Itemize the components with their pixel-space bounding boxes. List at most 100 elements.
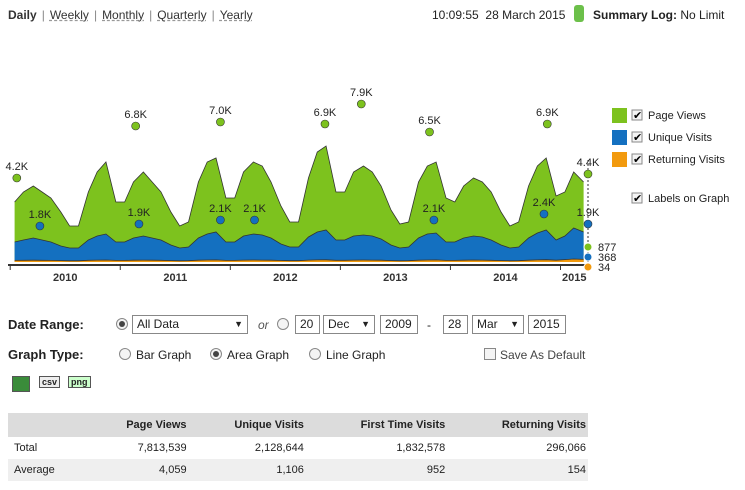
peak-point <box>250 215 259 225</box>
peak-label: 1.9K <box>577 207 600 219</box>
area <box>14 228 584 262</box>
peak-label: 6.8K <box>124 109 147 121</box>
peak-label: 6.9K <box>536 107 559 119</box>
last-point <box>583 262 593 272</box>
peak-point <box>583 219 593 229</box>
row-label: Average <box>8 459 86 481</box>
chart: 2010 2011 2012 2013 2014 2015 4.2K 6.8K 7.0K 6.9K… <box>5 87 729 284</box>
header-cell: First Time Visits <box>305 413 448 437</box>
legend-swatch <box>612 130 627 145</box>
radio-all[interactable] <box>116 318 128 330</box>
legend-label: Page Views <box>648 110 706 122</box>
peak-label: 6.9K <box>314 107 337 119</box>
cell: 154 <box>447 459 588 481</box>
legend-label: Returning Visits <box>648 154 725 166</box>
peak-label: 7.9K <box>350 87 373 99</box>
tab[interactable]: Monthly <box>102 8 145 22</box>
radio-custom[interactable] <box>277 318 289 330</box>
peak-label: 7.0K <box>209 105 232 117</box>
area <box>14 146 584 262</box>
summary-table: Page Views Unique Visits First Time Visits… <box>8 413 588 481</box>
peak-label: 2.4K <box>533 197 556 209</box>
from-month[interactable]: Dec ▼ <box>323 315 375 334</box>
graph-type[interactable]: Bar Graph <box>136 348 192 362</box>
radio-area[interactable] <box>210 348 222 360</box>
peak-point <box>216 117 225 127</box>
save-check[interactable] <box>484 348 496 360</box>
summary-value: No Limit <box>680 8 725 22</box>
peak-label: 1.9K <box>128 207 151 219</box>
x-tick-label: 2014 <box>493 272 518 284</box>
radio-line[interactable] <box>309 348 321 360</box>
to-year-text: 2015 <box>533 317 560 331</box>
to-month[interactable]: Mar ▼ <box>472 315 524 334</box>
time: 10:09:55 <box>432 8 479 22</box>
tab[interactable]: Daily <box>8 8 37 22</box>
peak-point <box>131 121 140 131</box>
to-year[interactable]: 2015 <box>528 315 566 334</box>
legend-check[interactable] <box>631 109 643 121</box>
peak-point <box>583 169 593 179</box>
legend-checkmark: ✔ <box>633 132 642 144</box>
from-year-text: 2009 <box>385 317 412 331</box>
last-point <box>583 242 593 252</box>
last-point <box>583 252 593 262</box>
radio-bar[interactable] <box>119 348 131 360</box>
range-select[interactable]: All Data ▼ <box>132 315 248 334</box>
to-day[interactable]: 28 <box>443 315 468 334</box>
or: or <box>258 318 269 332</box>
peak-label: 1.8K <box>29 209 52 221</box>
excel-icon[interactable] <box>12 376 30 392</box>
graph-type[interactable]: Area Graph <box>227 348 290 362</box>
last-label: 877 <box>598 242 616 254</box>
cell: 1,832,578 <box>396 442 446 454</box>
last-label: 34 <box>598 262 610 274</box>
peak-point <box>542 119 552 129</box>
peak-label: 2.1K <box>243 203 266 215</box>
from-day[interactable]: 20 <box>295 315 320 334</box>
to-day-text: 28 <box>448 317 462 331</box>
legend-check[interactable] <box>631 131 643 143</box>
x-tick-label: 2015 <box>562 272 586 284</box>
row-label: Total <box>14 442 38 454</box>
legend-check[interactable] <box>631 153 643 165</box>
header-cell: Returning Visits <box>447 413 588 437</box>
from-month-text: Dec <box>328 317 350 331</box>
x-tick-label: 2010 <box>53 272 77 284</box>
peak-label: 4.4K <box>577 157 600 169</box>
cell: 296,066 <box>546 442 586 454</box>
summary: Summary Log: No Limit <box>593 8 724 22</box>
save-default[interactable]: Save As Default <box>500 348 586 362</box>
labels-toggle: Labels on Graph <box>648 193 729 205</box>
date-range-label: Date Range: <box>8 317 84 332</box>
labels-check[interactable] <box>631 192 643 204</box>
legend-checkmark: ✔ <box>633 154 642 166</box>
date: 28 March 2015 <box>485 8 566 22</box>
table-row: Average 4,059 1,106 952 154 <box>8 459 588 481</box>
tab[interactable]: Weekly <box>49 8 89 22</box>
area <box>14 259 584 262</box>
graph-type-label: Graph Type: <box>8 347 84 362</box>
cell: 2,128,644 <box>254 442 304 454</box>
graph-type[interactable]: Line Graph <box>326 348 386 362</box>
header-cell: Unique Visits <box>188 413 306 437</box>
area-line <box>14 258 584 262</box>
cell: 1,106 <box>188 459 306 481</box>
peak-point <box>12 173 22 183</box>
legend-label: Unique Visits <box>648 132 712 144</box>
tab[interactable]: Quarterly <box>157 8 207 22</box>
x-tick-label: 2013 <box>383 272 407 284</box>
from-year[interactable]: 2009 <box>380 315 418 334</box>
last-label: 368 <box>598 252 616 264</box>
labels-checkmark: ✔ <box>633 193 642 205</box>
peak-label: 6.5K <box>418 115 441 127</box>
png-icon[interactable]: png <box>68 376 91 388</box>
csv-icon[interactable]: csv <box>39 376 61 388</box>
cell: 4,059 <box>85 459 189 481</box>
legend-checkmark: ✔ <box>633 110 642 122</box>
peak-point <box>320 119 330 129</box>
x-tick-label: 2011 <box>163 272 187 284</box>
peak-point <box>425 127 434 137</box>
tab[interactable]: Yearly <box>219 8 253 22</box>
